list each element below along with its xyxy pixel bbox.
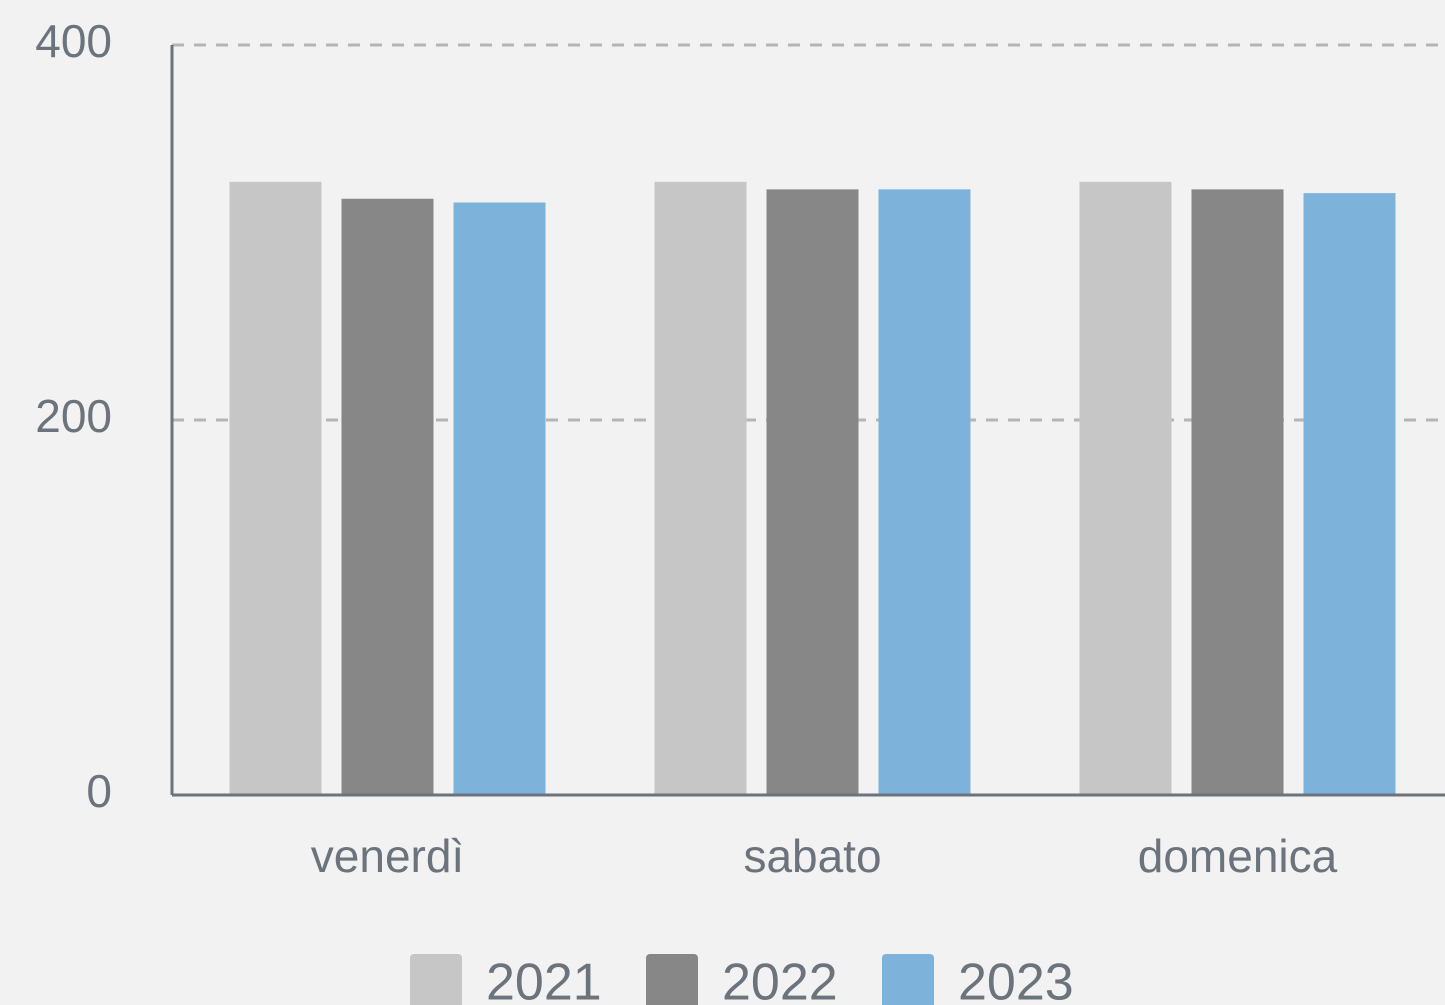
bar [453,202,546,795]
legend-label: 2021 [486,954,602,1005]
x-tick-label: venerdì [311,830,464,882]
bar [654,181,747,795]
legend-swatch [882,954,934,1005]
bar [341,198,434,795]
legend-label: 2023 [958,954,1074,1005]
y-tick-label: 400 [35,15,112,67]
bar [1079,181,1172,795]
legend-label: 2022 [722,954,838,1005]
x-tick-label: domenica [1138,830,1338,882]
bar [878,189,971,795]
bar [229,181,322,795]
bar [1303,193,1396,795]
legend-swatch [410,954,462,1005]
y-tick-label: 200 [35,390,112,442]
bar [1191,189,1284,795]
bar [766,189,859,795]
y-tick-label: 0 [86,765,112,817]
x-tick-label: sabato [743,830,881,882]
legend-swatch [646,954,698,1005]
